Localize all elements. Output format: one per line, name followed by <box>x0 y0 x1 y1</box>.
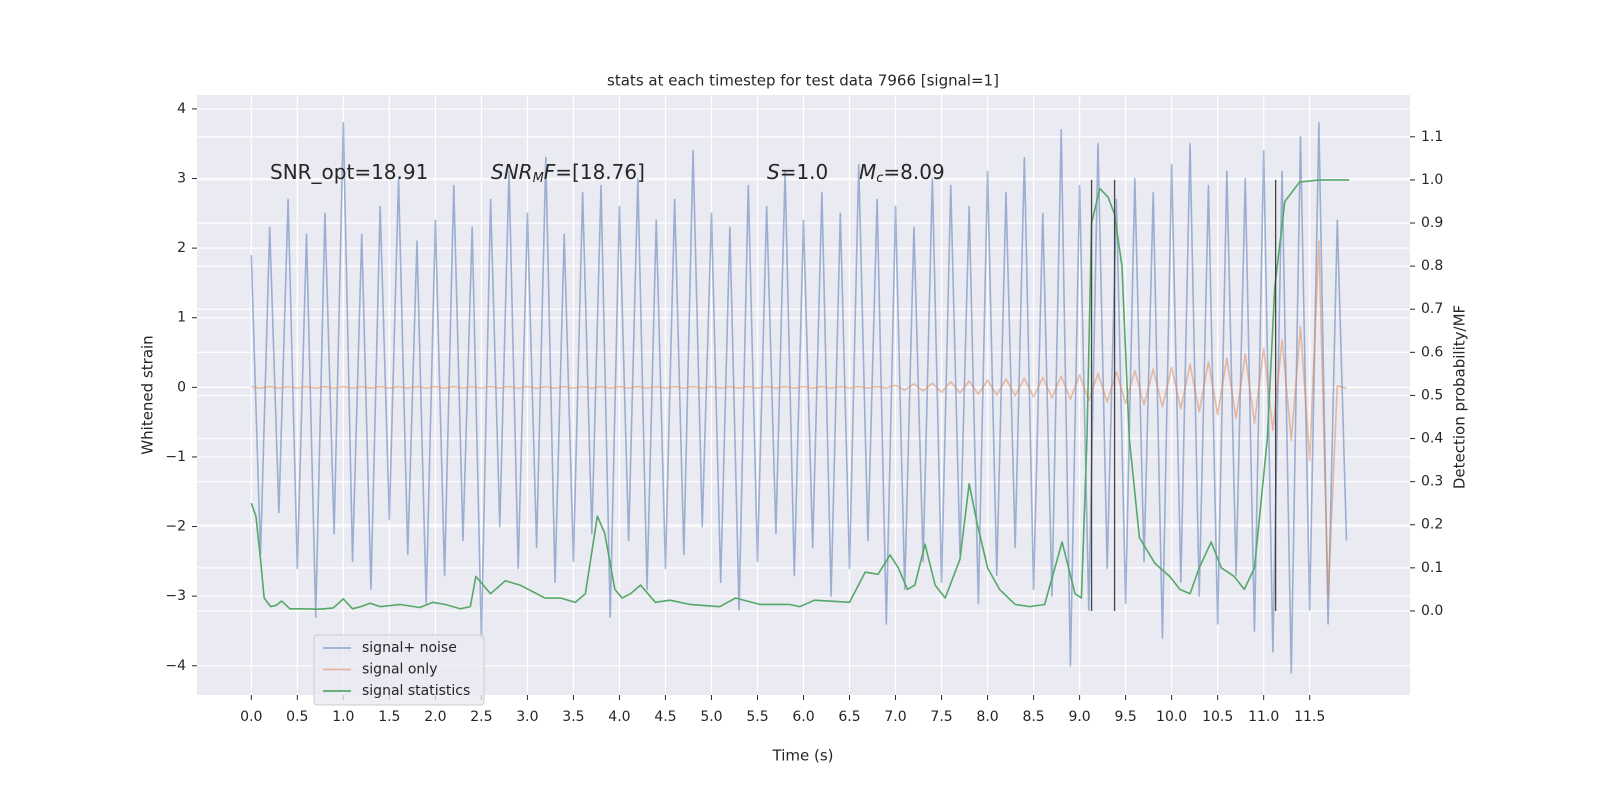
y-tick-label: −3 <box>165 588 186 604</box>
annotation-text: F <box>544 160 556 184</box>
annotation-text: SNR_opt=18.91 <box>270 160 428 184</box>
x-tick-label: 0.5 <box>286 709 308 725</box>
y-tick-label: −1 <box>165 449 186 465</box>
x-tick-label: 2.0 <box>424 709 446 725</box>
annotation: SNRMF=[18.76] <box>491 160 645 186</box>
x-tick-label: 3.5 <box>562 709 584 725</box>
y-tick-label: 0 <box>177 379 186 395</box>
chart-title: stats at each timestep for test data 796… <box>607 72 999 90</box>
y2-tick-label: 1.0 <box>1421 172 1443 188</box>
y2-tick-label: 0.4 <box>1421 431 1443 447</box>
x-tick-label: 4.5 <box>654 709 676 725</box>
x-tick-label: 5.0 <box>700 709 722 725</box>
x-tick-label: 3.0 <box>516 709 538 725</box>
y2-tick-label: 1.1 <box>1421 129 1443 145</box>
y2-tick-label: 0.6 <box>1421 344 1443 360</box>
legend-label: signal statistics <box>362 683 470 699</box>
x-tick-label: 11.0 <box>1248 709 1279 725</box>
annotation: Mc=8.09 <box>859 160 945 186</box>
annotation-text: =1.0 <box>780 160 829 184</box>
x-tick-label: 10.5 <box>1202 709 1233 725</box>
x-tick-label: 6.0 <box>792 709 814 725</box>
annotation: S=1.0 <box>767 160 828 184</box>
x-tick-label: 1.0 <box>332 709 354 725</box>
y2-tick-label: 0.3 <box>1421 474 1443 490</box>
y-tick-label: 3 <box>177 171 186 187</box>
annotation-text: S <box>767 160 780 184</box>
legend-label: signal only <box>362 662 437 678</box>
legend-label: signal+ noise <box>362 640 457 656</box>
x-tick-label: 6.5 <box>838 709 860 725</box>
y-tick-label: −2 <box>165 519 186 535</box>
x-tick-label: 7.0 <box>884 709 906 725</box>
annotation-text: SNR <box>491 160 533 184</box>
annotation-text: =8.09 <box>883 160 944 184</box>
annotation-text: M <box>859 160 876 184</box>
x-tick-label: 7.5 <box>930 709 952 725</box>
series-line <box>250 122 1348 674</box>
y2-axis-label: Detection probability/MF <box>1451 305 1469 489</box>
y2-tick-label: 0.1 <box>1421 560 1443 576</box>
y2-tick-label: 0.9 <box>1421 215 1443 231</box>
y-tick-label: 2 <box>177 240 186 256</box>
y2-tick-label: 0.0 <box>1421 603 1443 619</box>
y2-tick-label: 0.2 <box>1421 517 1443 533</box>
x-tick-label: 4.0 <box>608 709 630 725</box>
x-tick-label: 2.5 <box>470 709 492 725</box>
x-tick-label: 5.5 <box>746 709 768 725</box>
x-tick-label: 9.5 <box>1114 709 1136 725</box>
annotation-text: c <box>876 171 883 186</box>
x-tick-label: 10.0 <box>1156 709 1187 725</box>
y2-tick-label: 0.5 <box>1421 387 1443 403</box>
y-tick-label: −4 <box>165 658 186 674</box>
axes: 0.0 0.5 1.0 1.5 2.0 2.5 3.0 3.5 4.0 4.5 5.0 5.5 6.0 6… <box>165 101 1443 725</box>
annotation-text: =[18.76] <box>555 160 645 184</box>
legend: signal+ noise signal only signal statistic… <box>313 634 485 706</box>
x-tick-label: 0.0 <box>240 709 262 725</box>
annotation-text: M <box>533 171 544 186</box>
y-tick-label: 1 <box>177 310 186 326</box>
x-tick-label: 11.5 <box>1294 709 1325 725</box>
series-line <box>251 240 1347 597</box>
annotation: SNR_opt=18.91 <box>270 160 428 184</box>
marks <box>250 122 1350 674</box>
y-tick-label: 4 <box>177 101 186 117</box>
series-line <box>250 179 1350 611</box>
x-tick-label: 8.5 <box>1022 709 1044 725</box>
x-axis-label: Time (s) <box>772 747 834 765</box>
y-axis-label: Whitened strain <box>139 335 157 454</box>
legend-box <box>313 634 485 706</box>
x-tick-label: 8.0 <box>976 709 998 725</box>
x-tick-label: 9.0 <box>1068 709 1090 725</box>
grid <box>197 95 1410 695</box>
x-tick-label: 1.5 <box>378 709 400 725</box>
y2-tick-label: 0.7 <box>1421 301 1443 317</box>
y2-tick-label: 0.8 <box>1421 258 1443 274</box>
